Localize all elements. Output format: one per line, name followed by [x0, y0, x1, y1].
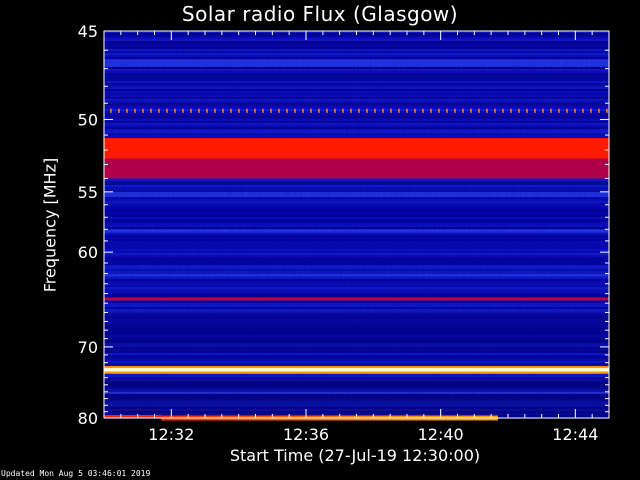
- y-tick-label: 70: [78, 338, 98, 357]
- updated-timestamp: Updated Mon Aug 5 03:46:01 2019: [1, 469, 151, 478]
- y-tick-label: 50: [78, 110, 98, 129]
- emission-band-2: [104, 297, 609, 301]
- x-tick-label: 12:36: [283, 425, 329, 444]
- heatmap-area: [104, 31, 609, 421]
- y-tick-label: 60: [78, 243, 98, 262]
- x-axis-label: Start Time (27-Jul-19 12:30:00): [229, 446, 481, 465]
- y-tick-label: 45: [78, 22, 98, 41]
- y-tick-label: 55: [78, 183, 98, 202]
- y-tick-label: 80: [78, 409, 98, 428]
- chart-title: Solar radio Flux (Glasgow): [181, 2, 459, 26]
- x-tick-label: 12:32: [148, 425, 194, 444]
- y-axis-label: Frequency [MHz]: [40, 157, 60, 293]
- emission-band-0: [104, 138, 609, 159]
- x-tick-label: 12:40: [418, 425, 464, 444]
- emission-band-1: [104, 158, 609, 179]
- emission-band-3: [104, 368, 609, 372]
- x-tick-label: 12:44: [552, 425, 598, 444]
